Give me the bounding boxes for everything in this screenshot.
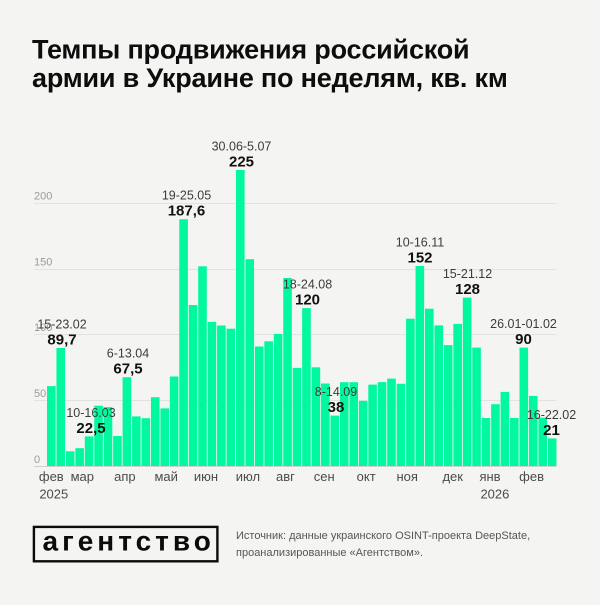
svg-text:фев: фев bbox=[519, 469, 544, 484]
svg-text:фев: фев bbox=[39, 469, 64, 484]
svg-text:ноя: ноя bbox=[396, 469, 417, 484]
svg-text:22,5: 22,5 bbox=[76, 420, 105, 437]
svg-text:армии в Украине по неделям, кв: армии в Украине по неделям, кв. км bbox=[32, 63, 508, 93]
svg-text:16-22.02: 16-22.02 bbox=[527, 408, 576, 422]
svg-text:67,5: 67,5 bbox=[113, 361, 142, 378]
svg-text:15-23.02: 15-23.02 bbox=[37, 318, 86, 332]
svg-text:сен: сен bbox=[314, 469, 335, 484]
svg-text:120: 120 bbox=[295, 292, 320, 309]
svg-text:окт: окт bbox=[357, 469, 376, 484]
svg-text:150: 150 bbox=[34, 257, 52, 269]
svg-text:10-16.03: 10-16.03 bbox=[66, 406, 115, 420]
svg-text:90: 90 bbox=[515, 331, 532, 348]
svg-text:8-14.09: 8-14.09 bbox=[315, 385, 357, 399]
svg-text:26.01-01.02: 26.01-01.02 bbox=[490, 317, 557, 331]
svg-text:июн: июн bbox=[194, 469, 218, 484]
svg-text:89,7: 89,7 bbox=[47, 332, 76, 349]
svg-text:200: 200 bbox=[34, 191, 52, 203]
svg-text:30.06-5.07: 30.06-5.07 bbox=[212, 140, 272, 154]
svg-text:15-21.12: 15-21.12 bbox=[443, 267, 492, 281]
svg-text:дек: дек bbox=[442, 469, 463, 484]
svg-text:янв: янв bbox=[479, 469, 500, 484]
svg-text:агентство: агентство bbox=[43, 526, 215, 557]
svg-text:19-25.05: 19-25.05 bbox=[162, 189, 211, 203]
svg-text:Темпы продвижения российской: Темпы продвижения российской bbox=[32, 34, 469, 64]
svg-text:авг: авг bbox=[276, 469, 295, 484]
svg-text:10-16.11: 10-16.11 bbox=[396, 236, 444, 250]
svg-text:152: 152 bbox=[407, 250, 432, 267]
svg-text:225: 225 bbox=[229, 154, 254, 171]
svg-text:21: 21 bbox=[543, 422, 560, 439]
svg-text:2025: 2025 bbox=[39, 487, 68, 502]
svg-text:38: 38 bbox=[328, 399, 345, 416]
svg-text:мар: мар bbox=[71, 469, 94, 484]
svg-text:2026: 2026 bbox=[480, 487, 509, 502]
svg-text:187,6: 187,6 bbox=[168, 203, 206, 220]
svg-text:100: 100 bbox=[34, 322, 52, 334]
svg-text:6-13.04: 6-13.04 bbox=[107, 347, 149, 361]
svg-text:май: май bbox=[154, 469, 177, 484]
svg-text:апр: апр bbox=[114, 469, 136, 484]
svg-text:0: 0 bbox=[34, 454, 40, 466]
svg-text:Источник: данные украинского O: Источник: данные украинского OSINT-проек… bbox=[236, 530, 530, 542]
svg-text:18-24.08: 18-24.08 bbox=[283, 278, 332, 292]
svg-text:июл: июл bbox=[236, 469, 260, 484]
svg-text:50: 50 bbox=[34, 388, 46, 400]
svg-text:128: 128 bbox=[455, 281, 480, 298]
svg-text:проанализированные «Агентством: проанализированные «Агентством». bbox=[236, 547, 423, 559]
